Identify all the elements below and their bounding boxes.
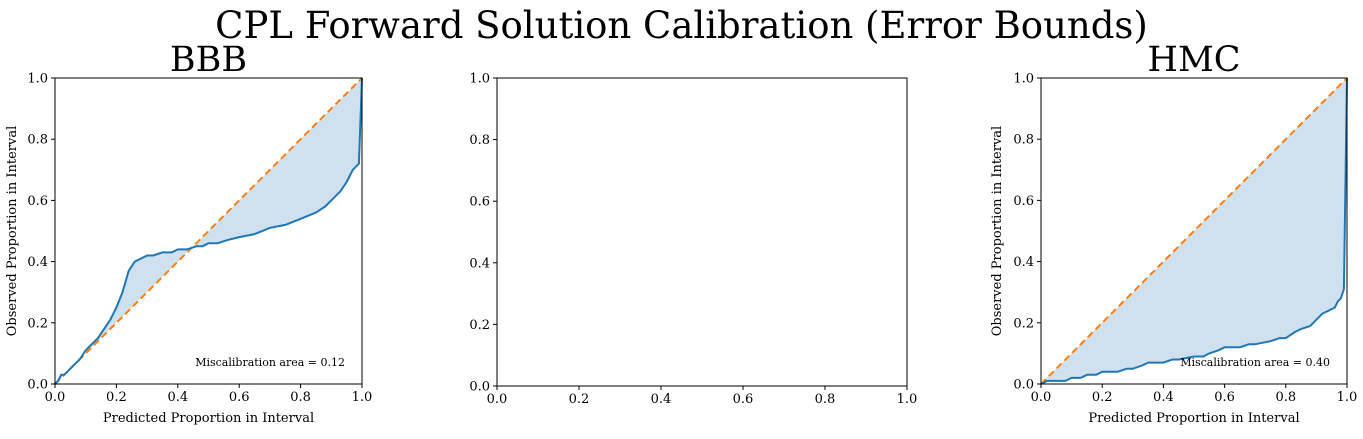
x-tick-label: 0.0 bbox=[487, 392, 508, 407]
subplot-title: HMC bbox=[1147, 40, 1240, 80]
x-tick-label: 0.0 bbox=[45, 390, 66, 405]
subplot-title: BBB bbox=[170, 40, 247, 80]
x-axis-label: Predicted Proportion in Interval bbox=[103, 411, 314, 426]
y-tick-label: 0.0 bbox=[1013, 378, 1034, 393]
x-tick-label: 0.2 bbox=[1092, 390, 1113, 405]
y-tick-label: 1.0 bbox=[469, 72, 490, 87]
ideal-diagonal-line bbox=[1040, 77, 1348, 385]
axes-frame bbox=[54, 77, 363, 385]
subplot-empty: 0.0 0.2 0.4 0.6 0.8 1.0 0.0 0.2 0.4 0.6 0.8 1.0 bbox=[469, 72, 917, 408]
x-tick-label: 0.2 bbox=[106, 390, 127, 405]
miscalibration-annotation: Miscalibration area = 0.40 bbox=[1180, 356, 1330, 369]
x-tick-label: 0.8 bbox=[290, 390, 311, 405]
subplot-bbb: 0.0 0.2 0.4 0.6 0.8 1.0 0.0 0.2 0.4 0.6 0.8 1.0 BBB P… bbox=[5, 40, 372, 426]
y-tick-label: 0.4 bbox=[469, 256, 490, 271]
ideal-diagonal-line bbox=[54, 77, 363, 385]
x-tick-label: 0.6 bbox=[229, 390, 250, 405]
y-tick-label: 1.0 bbox=[27, 72, 48, 87]
miscalibration-annotation: Miscalibration area = 0.12 bbox=[195, 356, 345, 369]
x-tick-label: 1.0 bbox=[352, 390, 373, 405]
x-tick-label: 0.6 bbox=[733, 392, 754, 407]
y-tick-label: 0.6 bbox=[1013, 194, 1034, 209]
x-tick-label: 0.8 bbox=[815, 392, 836, 407]
axes-frame bbox=[1040, 77, 1348, 385]
x-tick-label: 1.0 bbox=[897, 392, 918, 407]
subplot-hmc: 0.0 0.2 0.4 0.6 0.8 1.0 0.0 0.2 0.4 0.6 0.8 1.0 HMC P… bbox=[990, 40, 1357, 426]
x-tick-label: 0.2 bbox=[569, 392, 590, 407]
figure-suptitle: CPL Forward Solution Calibration (Error … bbox=[215, 4, 1148, 47]
y-tick-label: 0.6 bbox=[27, 194, 48, 209]
calibration-curve-line bbox=[1040, 77, 1348, 385]
calibration-curve-line bbox=[54, 77, 363, 385]
y-tick-label: 0.2 bbox=[469, 318, 490, 333]
x-axis-label: Predicted Proportion in Interval bbox=[1088, 411, 1299, 426]
y-tick-label: 0.8 bbox=[1013, 133, 1034, 148]
y-axis-label: Observed Proportion in Interval bbox=[5, 126, 20, 336]
miscalibration-area-fill bbox=[55, 78, 362, 384]
x-tick-label: 1.0 bbox=[1337, 390, 1358, 405]
y-tick-label: 0.4 bbox=[27, 255, 48, 270]
x-tick-label: 0.4 bbox=[167, 390, 188, 405]
y-tick-label: 0.0 bbox=[469, 380, 490, 395]
y-tick-label: 0.2 bbox=[27, 316, 48, 331]
y-tick-label: 0.6 bbox=[469, 195, 490, 210]
x-tick-label: 0.6 bbox=[1214, 390, 1235, 405]
x-tick-label: 0.0 bbox=[1031, 390, 1052, 405]
x-tick-label: 0.4 bbox=[651, 392, 672, 407]
y-tick-label: 0.2 bbox=[1013, 316, 1034, 331]
x-tick-label: 0.4 bbox=[1153, 390, 1174, 405]
y-tick-label: 1.0 bbox=[1013, 72, 1034, 87]
y-tick-label: 0.4 bbox=[1013, 255, 1034, 270]
x-tick-label: 0.8 bbox=[1275, 390, 1296, 405]
y-tick-label: 0.8 bbox=[469, 133, 490, 148]
axes-frame bbox=[496, 77, 908, 387]
y-axis-label: Observed Proportion in Interval bbox=[990, 126, 1005, 336]
y-tick-label: 0.8 bbox=[27, 133, 48, 148]
y-tick-label: 0.0 bbox=[27, 378, 48, 393]
